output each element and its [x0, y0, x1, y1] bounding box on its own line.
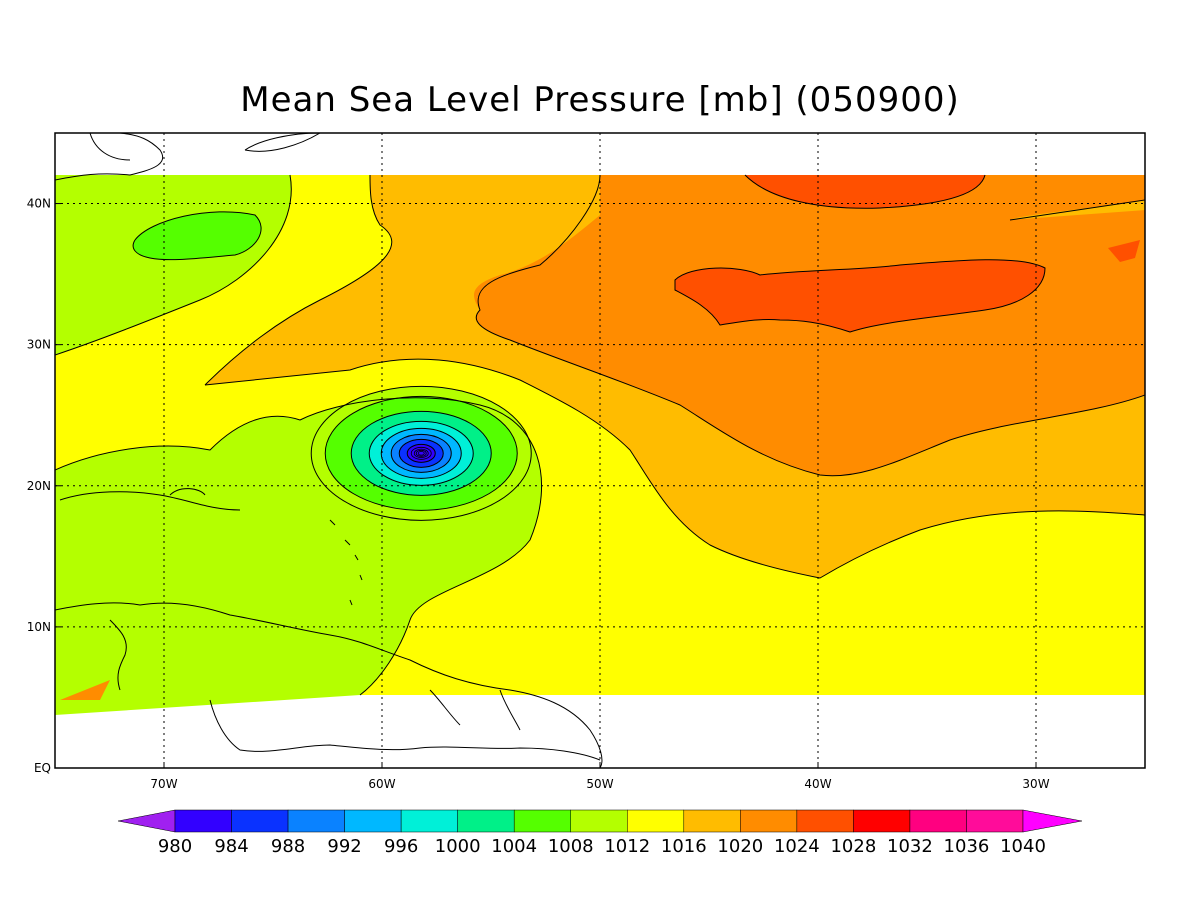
colorbar-swatch: [231, 809, 289, 833]
colorbar-swatch: [570, 809, 628, 833]
colorbar: 980 984 988 992 996 1000 1004 1008 1012 1016 1020 1…: [117, 809, 1083, 857]
colorbar-label: 996: [384, 836, 418, 857]
coastline-south-america: [55, 602, 603, 768]
contour-line: [475, 174, 1145, 477]
y-tick-label: 40N: [27, 197, 51, 211]
colorbar-min-arrow: [117, 809, 176, 833]
colorbar-label: 980: [158, 836, 192, 857]
coastline-north-america: [55, 133, 163, 181]
colorbar-swatch: [457, 809, 515, 833]
x-tick-label: 60W: [368, 777, 395, 791]
coastline-nova-scotia: [244, 133, 321, 152]
colorbar-swatch: [513, 809, 571, 833]
coastline-antilles: [329, 519, 363, 606]
y-tick-label: 30N: [27, 338, 51, 352]
y-tick-label: 20N: [27, 479, 51, 493]
x-axis-ticks: 70W 60W 50W 40W 30W: [150, 762, 1050, 791]
colorbar-label: 1012: [604, 836, 650, 857]
colorbar-label: 988: [271, 836, 305, 857]
region-1024-1028-north: [745, 175, 985, 209]
colorbar-label: 992: [327, 836, 361, 857]
contour-line: [1009, 199, 1145, 221]
contour-line: [55, 174, 292, 356]
colorbar-label: 1020: [717, 836, 763, 857]
colorbar-label: 1008: [548, 836, 594, 857]
colorbar-max-arrow: [1022, 809, 1083, 833]
cyclone-core-ring: [410, 446, 432, 460]
contour-line: [132, 211, 262, 261]
colorbar-swatch: [287, 809, 345, 833]
coastline-central-america: [109, 619, 127, 691]
cyclone-core-ring: [415, 449, 427, 457]
region-1024-1028-east: [1108, 240, 1140, 262]
colorbar-swatch: [740, 809, 798, 833]
colorbar-label: 1000: [435, 836, 481, 857]
cyclone-core-ring: [413, 448, 429, 458]
x-tick-label: 30W: [1022, 777, 1049, 791]
cyclone-rings: [310, 385, 532, 521]
colorbar-label: 1036: [944, 836, 990, 857]
region-1004-1008-north: [133, 211, 262, 260]
y-tick-label: 10N: [27, 620, 51, 634]
colorbar-swatch: [683, 809, 741, 833]
coastline-cuba: [59, 491, 241, 511]
contour-line: [204, 174, 393, 386]
colorbar-swatch: [966, 809, 1024, 833]
colorbar-label: 1040: [1000, 836, 1046, 857]
x-tick-label: 40W: [804, 777, 831, 791]
contour-line: [204, 358, 1145, 579]
contour-line: [744, 174, 986, 209]
grid-lines: [55, 133, 1145, 768]
y-axis-ticks: EQ 10N 20N 30N 40N: [27, 197, 61, 775]
colorbar-swatch: [909, 809, 967, 833]
colorbar-label: 1004: [491, 836, 537, 857]
region-1020-1024: [474, 175, 1145, 476]
coastline-hispaniola: [169, 488, 206, 496]
x-tick-label: 50W: [586, 777, 613, 791]
colorbar-label: 984: [214, 836, 248, 857]
colorbar-label: 1016: [661, 836, 707, 857]
colorbar-label: 1032: [887, 836, 933, 857]
chart-title: Mean Sea Level Pressure [mb] (050900): [240, 80, 960, 120]
colorbar-swatch: [627, 809, 685, 833]
colorbar-swatch: [796, 809, 854, 833]
colorbar-label: 1028: [830, 836, 876, 857]
colorbar-swatch: [174, 809, 232, 833]
colorbar-swatch: [853, 809, 911, 833]
coastline-guiana: [429, 689, 521, 731]
y-tick-label: EQ: [34, 761, 51, 775]
contour-line: [55, 397, 543, 696]
x-tick-label: 70W: [150, 777, 177, 791]
colorbar-label: 1024: [774, 836, 820, 857]
cyclone-core-ring: [417, 451, 425, 456]
contour-line: [674, 259, 1046, 333]
colorbar-swatch: [400, 809, 458, 833]
pressure-field: [55, 133, 1145, 768]
region-1004-1008-south: [60, 680, 110, 700]
colorbar-swatch: [344, 809, 402, 833]
